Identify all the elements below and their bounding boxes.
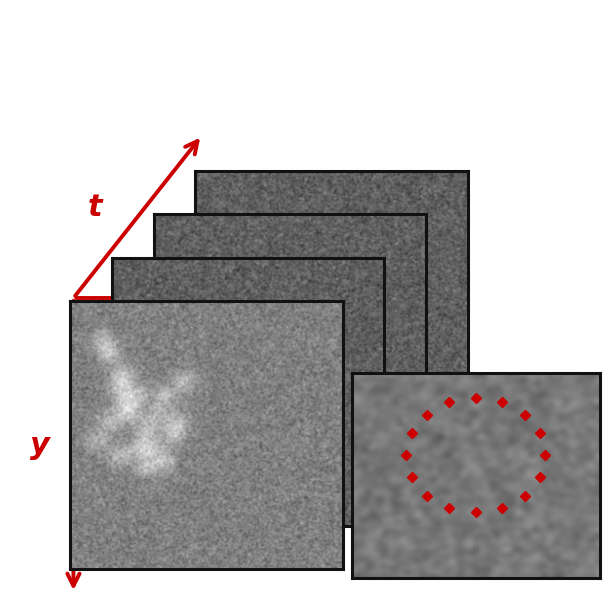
Text: t: t — [88, 193, 103, 222]
Text: x: x — [121, 262, 140, 291]
Text: 1 nm: 1 nm — [89, 506, 132, 521]
Text: y: y — [30, 431, 50, 460]
